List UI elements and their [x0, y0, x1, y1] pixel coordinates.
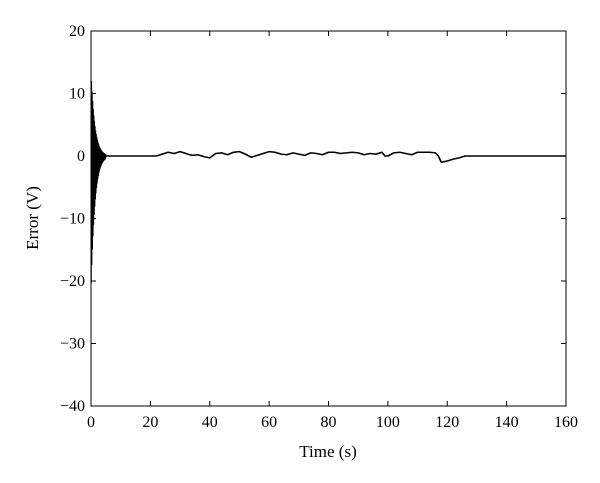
- y-tick-label: 20: [69, 23, 85, 40]
- x-tick-label: 20: [142, 414, 158, 431]
- x-tick-label: 140: [495, 414, 519, 431]
- y-tick-label: −40: [60, 398, 85, 415]
- error-series-line: [105, 150, 566, 164]
- y-tick-label: 0: [77, 148, 85, 165]
- y-tick-label: −20: [60, 273, 85, 290]
- x-axis-title: Time (s): [299, 442, 356, 461]
- x-tick-label: 80: [321, 414, 337, 431]
- series-layer: [91, 68, 566, 284]
- x-tick-label: 160: [554, 414, 578, 431]
- y-tick-label: −10: [60, 211, 85, 228]
- x-tick-label: 100: [376, 414, 400, 431]
- y-tick-label: −30: [60, 336, 85, 353]
- y-tick-label: 10: [69, 86, 85, 103]
- transient-oscillation-line: [91, 68, 107, 284]
- tick-labels: 0 20 40 60 80 100 120 140 160 −40 −30 −20 −10 0 10 20: [60, 23, 578, 431]
- plot-frame: [90, 30, 567, 407]
- y-axis-title: Error (V): [23, 186, 42, 250]
- x-tick-label: 60: [261, 414, 277, 431]
- x-tick-label: 120: [435, 414, 459, 431]
- x-tick-label: 0: [87, 414, 95, 431]
- x-tick-label: 40: [202, 414, 218, 431]
- plot-area: [91, 31, 566, 406]
